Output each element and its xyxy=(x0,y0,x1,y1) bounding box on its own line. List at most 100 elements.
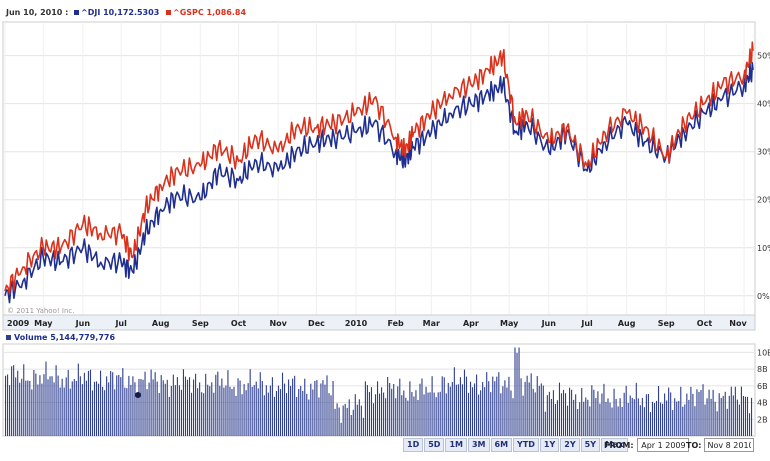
gspc-legend-swatch xyxy=(166,10,171,15)
volume-legend-label: Volume 5,144,779,776 xyxy=(14,333,115,342)
volume-bar xyxy=(324,384,326,436)
range-button-max[interactable]: Max xyxy=(601,438,628,452)
volume-marker xyxy=(135,392,141,398)
volume-bar xyxy=(734,386,736,436)
volume-bar xyxy=(267,392,269,436)
volume-bar xyxy=(306,393,308,436)
volume-bar xyxy=(49,376,51,436)
volume-bar xyxy=(358,399,360,436)
volume-bar xyxy=(89,369,92,436)
x-tick-label: Aug xyxy=(152,319,170,328)
volume-bar xyxy=(690,386,692,436)
volume-bar xyxy=(29,381,31,436)
volume-bar xyxy=(279,389,282,436)
volume-bar xyxy=(199,382,201,436)
range-button-1y[interactable]: 1Y xyxy=(539,438,560,452)
volume-bar xyxy=(122,368,124,436)
volume-bar xyxy=(35,373,37,436)
volume-bar xyxy=(114,389,116,436)
volume-bar xyxy=(467,392,470,436)
from-date-input[interactable] xyxy=(636,438,689,452)
volume-bar xyxy=(558,382,561,436)
volume-bar xyxy=(678,400,680,436)
volume-bar xyxy=(702,384,704,436)
x-tick-label: Jun xyxy=(541,319,557,328)
volume-bar xyxy=(443,377,445,436)
volume-bar xyxy=(736,399,738,436)
volume-bar xyxy=(554,403,556,436)
volume-bar xyxy=(631,397,633,436)
volume-bar xyxy=(560,393,563,436)
volume-bar xyxy=(562,389,565,436)
x-tick-label: Jun xyxy=(75,319,91,328)
range-button-5d[interactable]: 5D xyxy=(424,438,445,452)
volume-bar xyxy=(540,383,542,436)
range-button-6m[interactable]: 6M xyxy=(490,438,513,452)
x-tick-label: Nov xyxy=(729,319,747,328)
volume-y-tick-label: 8B xyxy=(757,365,768,374)
volume-bar xyxy=(740,386,742,436)
volume-bar xyxy=(573,399,575,436)
volume-bar xyxy=(502,386,504,436)
volume-bar xyxy=(435,397,437,436)
volume-bar xyxy=(128,375,130,436)
volume-bar xyxy=(625,385,627,436)
volume-bar xyxy=(748,413,751,436)
volume-bar xyxy=(300,385,302,436)
volume-bar xyxy=(71,381,73,436)
volume-bar xyxy=(67,369,69,436)
to-date-input[interactable] xyxy=(704,438,755,452)
volume-bar xyxy=(269,385,271,436)
volume-bar xyxy=(5,375,7,436)
volume-bar xyxy=(302,390,304,436)
volume-bar xyxy=(666,400,668,436)
volume-bar xyxy=(27,380,29,436)
volume-bar xyxy=(686,393,688,436)
volume-bar xyxy=(684,404,686,436)
volume-bar xyxy=(569,387,571,436)
volume-bar xyxy=(59,387,61,436)
volume-bar xyxy=(726,408,728,436)
volume-bar xyxy=(219,385,221,436)
range-button-2y[interactable]: 2Y xyxy=(560,438,580,452)
volume-bar xyxy=(415,390,417,436)
volume-bar xyxy=(593,389,595,436)
volume-bar xyxy=(700,390,702,436)
volume-bar xyxy=(47,379,49,436)
range-button-1m[interactable]: 1M xyxy=(445,438,467,452)
volume-bar xyxy=(427,392,429,436)
volume-bar xyxy=(247,383,249,436)
volume-bar xyxy=(437,392,439,436)
volume-bar xyxy=(720,397,722,436)
volume-bar xyxy=(261,381,263,436)
range-button-1d[interactable]: 1D xyxy=(403,438,424,452)
volume-bar xyxy=(296,397,298,436)
volume-bar xyxy=(77,363,79,436)
volume-bar xyxy=(522,395,524,436)
volume-bar xyxy=(136,396,138,436)
volume-bar xyxy=(532,388,534,436)
volume-bar xyxy=(168,396,170,436)
volume-bar xyxy=(433,392,435,436)
volume-bar xyxy=(207,384,209,436)
volume-bar xyxy=(368,392,370,436)
volume-bar xyxy=(209,386,211,436)
volume-bar xyxy=(451,382,453,436)
volume-bar xyxy=(164,383,166,436)
volume-bar xyxy=(419,383,421,436)
x-tick-label: Jul xyxy=(580,319,593,328)
volume-bar xyxy=(39,375,41,436)
range-button-ytd[interactable]: YTD xyxy=(513,438,539,452)
volume-bar xyxy=(431,376,433,436)
range-button-5y[interactable]: 5Y xyxy=(580,438,600,452)
volume-bar xyxy=(7,374,9,436)
volume-bar xyxy=(146,389,148,436)
x-tick-label: Nov xyxy=(269,319,287,328)
range-button-3m[interactable]: 3M xyxy=(467,438,490,452)
dji-legend-swatch xyxy=(74,10,79,15)
volume-bar xyxy=(304,378,306,436)
volume-bar xyxy=(354,394,356,436)
volume-bar xyxy=(55,365,57,436)
volume-bar xyxy=(395,398,397,436)
price-y-tick-label: 10% xyxy=(757,244,770,253)
